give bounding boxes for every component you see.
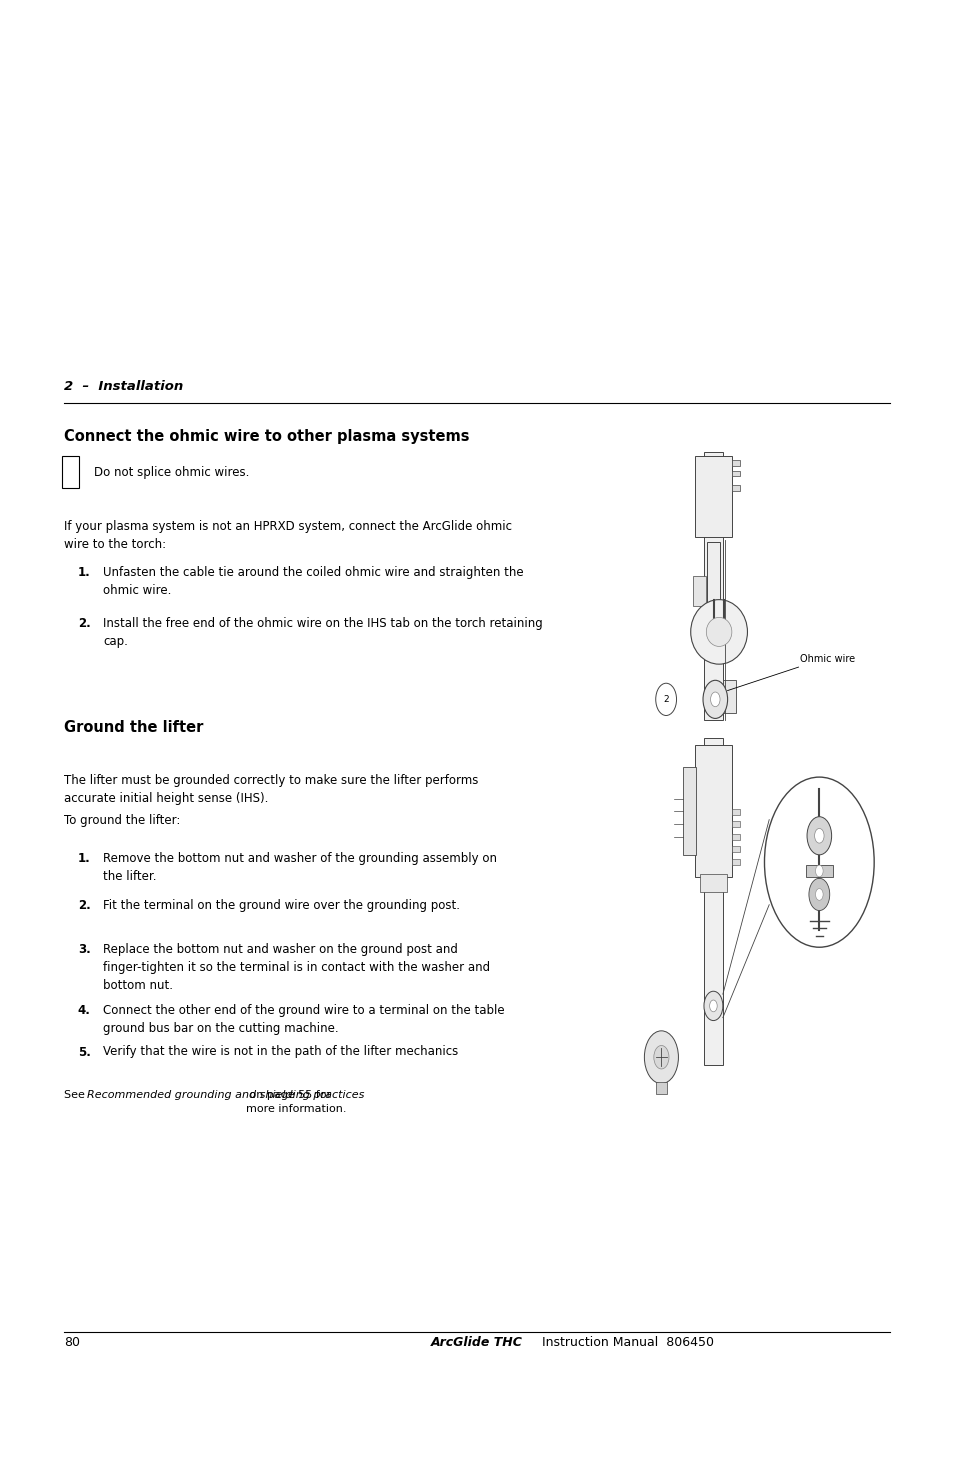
Bar [805, 866, 832, 876]
Text: 3.: 3. [78, 943, 91, 956]
Bar [655, 1083, 666, 1094]
Bar [694, 745, 732, 876]
Text: Instruction Manual  806450: Instruction Manual 806450 [537, 1336, 714, 1350]
Text: See: See [64, 1090, 88, 1099]
Bar [732, 471, 740, 476]
Text: Unfasten the cable tie around the coiled ohmic wire and straighten the
ohmic wir: Unfasten the cable tie around the coiled… [103, 566, 523, 597]
Circle shape [702, 680, 727, 718]
Circle shape [763, 777, 873, 947]
Circle shape [814, 829, 823, 844]
Text: Do not splice ohmic wires.: Do not splice ohmic wires. [93, 466, 249, 478]
Text: on page 55 for
more information.: on page 55 for more information. [246, 1090, 346, 1114]
Text: Connect the other end of the ground wire to a terminal on the table
ground bus b: Connect the other end of the ground wire… [103, 1004, 504, 1035]
Bar [732, 847, 740, 853]
FancyBboxPatch shape [62, 456, 79, 488]
Text: 1.: 1. [78, 566, 91, 578]
Text: 5.: 5. [78, 1046, 91, 1059]
Bar [732, 485, 740, 491]
Ellipse shape [690, 600, 747, 664]
Bar [732, 860, 740, 866]
Circle shape [815, 888, 822, 900]
Circle shape [815, 866, 822, 876]
Text: Fit the terminal on the ground wire over the grounding post.: Fit the terminal on the ground wire over… [103, 898, 460, 912]
Bar [722, 680, 736, 712]
Bar [694, 456, 732, 537]
Bar [732, 810, 740, 816]
Ellipse shape [705, 618, 731, 646]
Circle shape [643, 1031, 678, 1084]
Circle shape [709, 1000, 717, 1012]
Circle shape [808, 878, 829, 910]
Bar [732, 835, 740, 841]
Text: 1.: 1. [78, 853, 91, 864]
Text: ArcGlide THC: ArcGlide THC [431, 1336, 522, 1350]
Bar [706, 543, 720, 627]
Circle shape [655, 683, 676, 715]
Text: The lifter must be grounded correctly to make sure the lifter performs
accurate : The lifter must be grounded correctly to… [64, 774, 477, 805]
Bar [682, 767, 696, 855]
Bar [700, 873, 726, 891]
Text: Replace the bottom nut and washer on the ground post and
finger-tighten it so th: Replace the bottom nut and washer on the… [103, 943, 490, 991]
Text: Verify that the wire is not in the path of the lifter mechanics: Verify that the wire is not in the path … [103, 1046, 458, 1059]
Text: 80: 80 [64, 1336, 79, 1350]
Text: 2  –  Installation: 2 – Installation [64, 381, 183, 392]
Bar [703, 451, 722, 720]
Text: Remove the bottom nut and washer of the grounding assembly on
the lifter.: Remove the bottom nut and washer of the … [103, 853, 497, 884]
Circle shape [806, 817, 831, 856]
Text: 4.: 4. [78, 1004, 91, 1018]
Circle shape [703, 991, 722, 1021]
Text: 2.: 2. [78, 617, 91, 630]
Text: Connect the ohmic wire to other plasma systems: Connect the ohmic wire to other plasma s… [64, 429, 469, 444]
Text: Ohmic wire: Ohmic wire [800, 655, 855, 664]
Bar [732, 460, 740, 466]
Bar [732, 822, 740, 827]
Bar [703, 738, 722, 1065]
Circle shape [653, 1046, 668, 1069]
Bar [692, 577, 705, 606]
Text: Ground the lifter: Ground the lifter [64, 720, 203, 735]
Text: Install the free end of the ohmic wire on the IHS tab on the torch retaining
cap: Install the free end of the ohmic wire o… [103, 617, 542, 648]
Text: Recommended grounding and shielding practices: Recommended grounding and shielding prac… [87, 1090, 364, 1099]
Text: To ground the lifter:: To ground the lifter: [64, 814, 180, 827]
Text: If your plasma system is not an HPRXD system, connect the ArcGlide ohmic
wire to: If your plasma system is not an HPRXD sy… [64, 521, 511, 552]
Text: 2.: 2. [78, 898, 91, 912]
Text: 2: 2 [662, 695, 668, 704]
Circle shape [710, 692, 720, 707]
